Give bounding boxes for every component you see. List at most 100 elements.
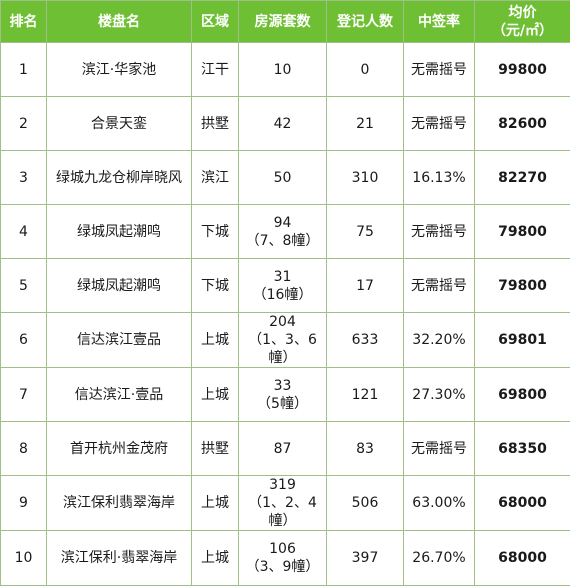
cell-units: 42: [239, 97, 327, 151]
cell-price: 68350: [475, 422, 570, 476]
cell-district: 上城: [192, 368, 239, 422]
cell-units: 204（1、3、6幢）: [239, 313, 327, 368]
units-buildings-note: （1、3、6幢）: [239, 331, 326, 367]
header-price-unit: （元/㎡）: [475, 22, 570, 40]
cell-units: 50: [239, 151, 327, 205]
units-count: 10: [239, 61, 326, 79]
units-count: 106: [239, 540, 326, 558]
cell-rate: 16.13%: [404, 151, 475, 205]
cell-registrants: 75: [327, 205, 404, 259]
header-rate: 中签率: [404, 1, 475, 43]
cell-name: 滨江保利翡翠海岸: [47, 476, 192, 531]
units-count: 31: [239, 268, 326, 286]
header-name: 楼盘名: [47, 1, 192, 43]
cell-price: 79800: [475, 205, 570, 259]
cell-name: 首开杭州金茂府: [47, 422, 192, 476]
cell-name: 合景天銮: [47, 97, 192, 151]
cell-rank: 1: [1, 43, 47, 97]
cell-district: 江干: [192, 43, 239, 97]
cell-registrants: 633: [327, 313, 404, 368]
cell-rank: 10: [1, 531, 47, 586]
cell-rank: 7: [1, 368, 47, 422]
cell-price: 82600: [475, 97, 570, 151]
header-price: 均价 （元/㎡）: [475, 1, 570, 43]
units-buildings-note: （1、2、4幢）: [239, 494, 326, 530]
cell-district: 上城: [192, 476, 239, 531]
units-buildings-note: （16幢）: [239, 286, 326, 304]
cell-district: 上城: [192, 531, 239, 586]
cell-rate: 63.00%: [404, 476, 475, 531]
units-count: 33: [239, 377, 326, 395]
cell-rate: 27.30%: [404, 368, 475, 422]
cell-rank: 5: [1, 259, 47, 313]
header-units: 房源套数: [239, 1, 327, 43]
cell-rank: 2: [1, 97, 47, 151]
cell-registrants: 121: [327, 368, 404, 422]
cell-registrants: 506: [327, 476, 404, 531]
cell-registrants: 17: [327, 259, 404, 313]
cell-district: 拱墅: [192, 97, 239, 151]
cell-rate: 无需摇号: [404, 97, 475, 151]
cell-rate: 32.20%: [404, 313, 475, 368]
cell-price: 68000: [475, 531, 570, 586]
cell-district: 下城: [192, 205, 239, 259]
cell-registrants: 83: [327, 422, 404, 476]
units-buildings-note: （5幢）: [239, 395, 326, 413]
cell-registrants: 397: [327, 531, 404, 586]
cell-units: 319（1、2、4幢）: [239, 476, 327, 531]
cell-price: 82270: [475, 151, 570, 205]
cell-price: 79800: [475, 259, 570, 313]
cell-rank: 8: [1, 422, 47, 476]
cell-rank: 4: [1, 205, 47, 259]
cell-units: 106（3、9幢）: [239, 531, 327, 586]
cell-price: 68000: [475, 476, 570, 531]
cell-name: 信达滨江·壹品: [47, 368, 192, 422]
cell-name: 绿城九龙仓柳岸晓风: [47, 151, 192, 205]
cell-district: 滨江: [192, 151, 239, 205]
cell-registrants: 310: [327, 151, 404, 205]
cell-units: 87: [239, 422, 327, 476]
units-buildings-note: （7、8幢）: [239, 232, 326, 250]
header-district: 区域: [192, 1, 239, 43]
cell-rate: 无需摇号: [404, 259, 475, 313]
header-rank: 排名: [1, 1, 47, 43]
cell-price: 99800: [475, 43, 570, 97]
cell-rank: 6: [1, 313, 47, 368]
units-buildings-note: （3、9幢）: [239, 558, 326, 576]
units-count: 204: [239, 313, 326, 331]
units-count: 319: [239, 476, 326, 494]
units-count: 42: [239, 115, 326, 133]
cell-rate: 26.70%: [404, 531, 475, 586]
header-price-title: 均价: [475, 4, 570, 22]
cell-name: 绿城凤起潮鸣: [47, 205, 192, 259]
cell-district: 下城: [192, 259, 239, 313]
cell-units: 31（16幢）: [239, 259, 327, 313]
cell-rate: 无需摇号: [404, 205, 475, 259]
cell-rank: 3: [1, 151, 47, 205]
units-count: 87: [239, 440, 326, 458]
header-registrants: 登记人数: [327, 1, 404, 43]
cell-units: 10: [239, 43, 327, 97]
cell-name: 信达滨江壹品: [47, 313, 192, 368]
cell-name: 滨江·华家池: [47, 43, 192, 97]
cell-district: 上城: [192, 313, 239, 368]
cell-registrants: 0: [327, 43, 404, 97]
cell-name: 绿城凤起潮鸣: [47, 259, 192, 313]
header-row: 排名 楼盘名 区域 房源套数 登记人数 中签率 均价 （元/㎡）: [1, 1, 570, 43]
units-count: 50: [239, 169, 326, 187]
cell-rank: 9: [1, 476, 47, 531]
cell-registrants: 21: [327, 97, 404, 151]
cell-price: 69801: [475, 313, 570, 368]
units-count: 94: [239, 214, 326, 232]
